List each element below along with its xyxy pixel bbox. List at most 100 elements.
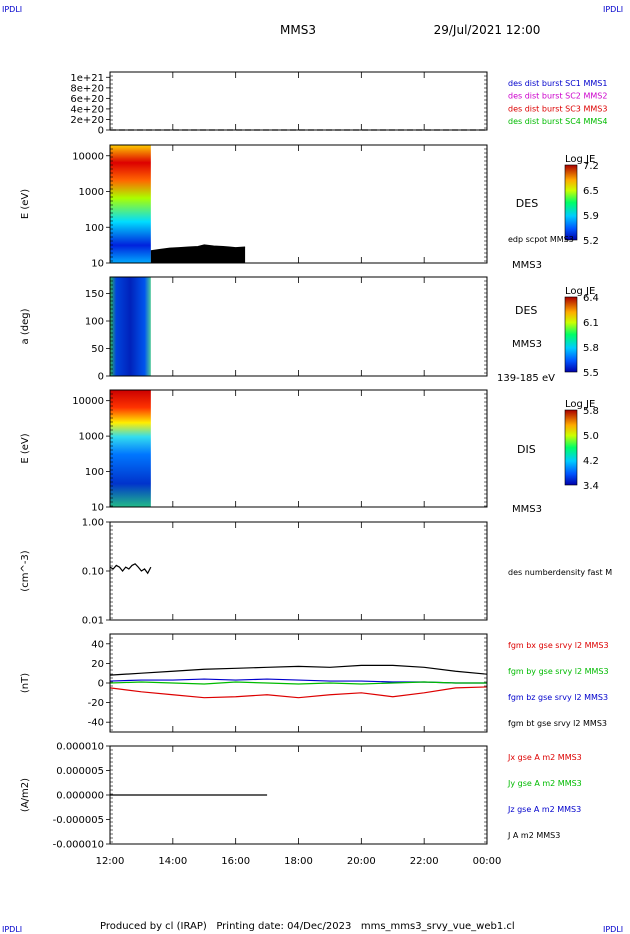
panel-5-y-tick-label: 0.10 <box>82 567 104 578</box>
x-axis-tick-label: 22:00 <box>410 856 439 867</box>
panel-2-y-axis-label: E (eV) <box>20 189 31 219</box>
panel-6-y-tick-label: 40 <box>91 639 104 650</box>
panel-3-y-tick-label: 150 <box>85 289 104 300</box>
panel-7-legend-entry: Jx gse A m2 MMS3 <box>507 753 582 762</box>
x-axis-tick-label: 14:00 <box>158 856 187 867</box>
panel-1-legend-entry: des dist burst SC4 MMS4 <box>508 117 607 126</box>
panel-3-colorbar <box>564 296 578 373</box>
panel-3-y-tick-label: 0 <box>98 372 104 383</box>
panel-4-right-label: DIS <box>517 443 536 456</box>
panel-2-y-tick-label: 100 <box>85 223 104 234</box>
panel-4-frame <box>109 389 488 508</box>
x-axis-tick-label: 00:00 <box>473 856 502 867</box>
panel-2-y-tick-label: 10 <box>91 259 104 270</box>
panel-5-frame <box>109 521 488 621</box>
panel-4-colorbar <box>564 409 578 486</box>
panel-2-spectrogram <box>110 145 151 263</box>
panel-6-series-1-line <box>109 664 488 676</box>
panel-6-legend-entry: fgm bx gse srvy l2 MMS3 <box>508 641 609 650</box>
panel-3-y-axis-label: a (deg) <box>20 308 31 344</box>
panel-1-legend-entry: des dist burst SC3 MMS3 <box>508 104 607 113</box>
panel-6-series-3-line <box>109 681 487 685</box>
panel-6-legend-entry: fgm bz gse srvy l2 MMS3 <box>508 693 608 702</box>
panel-6-y-axis-label: (nT) <box>20 673 31 693</box>
panel-6-legend-entry: fgm bt gse srvy l2 MMS3 <box>508 719 607 728</box>
panel-4-y-tick-label: 1000 <box>79 432 104 443</box>
panel-1-y-tick-label: 0 <box>98 126 104 137</box>
panel-3-colorbar-tick-label: 6.4 <box>583 293 599 304</box>
corner-label-bottom-left: IPDLI <box>2 925 22 934</box>
panel-1-y-tick-label: 4e+20 <box>70 104 104 115</box>
panel-4-right-label: MMS3 <box>512 504 542 515</box>
panel-2-y-tick-label: 1000 <box>79 187 104 198</box>
panel-4-spectrogram <box>110 390 151 507</box>
panel-3-colorbar-title: Log JE <box>565 286 595 297</box>
panel-3-y-tick-label: 50 <box>91 344 104 355</box>
panel-3-right-label: MMS3 <box>512 339 542 350</box>
panel-7-legend-entry: Jy gse A m2 MMS3 <box>507 779 582 788</box>
corner-label-top-left: IPDLI <box>2 5 22 14</box>
panel-7-y-tick-label: 0.000010 <box>56 742 104 753</box>
panel-4-colorbar-title: Log JE <box>565 399 595 410</box>
panel-5-y-axis-label: (cm^-3) <box>20 550 31 591</box>
panel-7-legend-entry: Jz gse A m2 MMS3 <box>507 805 581 814</box>
panel-2-colorbar-title: Log JE <box>565 154 595 165</box>
x-axis-tick-label: 16:00 <box>221 856 250 867</box>
x-axis-tick-label: 12:00 <box>96 856 125 867</box>
panel-4-colorbar-tick-label: 3.4 <box>583 481 599 492</box>
panel-1-legend-entry: des dist burst SC1 MMS1 <box>508 79 607 88</box>
panel-6-series-4-line <box>109 686 488 699</box>
panel-3-frame <box>109 276 488 377</box>
panel-3-y-tick-label: 100 <box>85 317 104 328</box>
panel-6-y-tick-label: -40 <box>88 718 104 729</box>
panel-7-legend-entry: J A m2 MMS3 <box>507 831 560 840</box>
panel-7-y-axis-label: (A/m2) <box>20 778 31 812</box>
panel-5-y-tick-label: 0.01 <box>82 616 104 627</box>
panel-3-spectrogram <box>110 277 151 376</box>
panel-2-right-label: edp scpot MMS3 <box>508 235 574 244</box>
panel-2-right-label: DES <box>516 197 538 210</box>
panel-2-colorbar-tick-label: 7.2 <box>583 161 599 172</box>
panel-5-legend-entry: des numberdensity fast M <box>508 568 612 577</box>
panel-6-y-tick-label: -20 <box>88 698 104 709</box>
panel-1-legend-entry: des dist burst SC2 MMS2 <box>508 92 607 101</box>
panel-3-colorbar-tick-label: 5.5 <box>583 368 599 379</box>
panel-5-series-1-line <box>109 563 152 575</box>
panel-4-colorbar-tick-label: 5.0 <box>583 431 599 442</box>
panel-4-y-axis-label: E (eV) <box>20 433 31 463</box>
corner-label-top-right: IPDLI <box>603 5 623 14</box>
panel-2-right-label: MMS3 <box>512 260 542 271</box>
panel-2-frame <box>109 144 488 264</box>
panel-2-colorbar-tick-label: 5.2 <box>583 236 599 247</box>
panel-1-y-tick-label: 1e+21 <box>70 73 104 84</box>
panel-7-y-tick-label: -0.000005 <box>53 815 104 826</box>
panel-5-y-tick-label: 1.00 <box>82 518 104 529</box>
panel-2-y-tick-label: 10000 <box>72 151 104 162</box>
panel-2-scpot-line <box>150 244 246 252</box>
panel-3-right-label: DES <box>515 304 537 317</box>
panel-6-y-tick-label: 20 <box>91 659 104 670</box>
panel-7-y-tick-label: 0.000000 <box>56 791 104 802</box>
corner-label-bottom-right: IPDLI <box>603 925 623 934</box>
panel-1-y-tick-label: 2e+20 <box>70 115 104 126</box>
panel-4-colorbar-tick-label: 4.2 <box>583 456 599 467</box>
panel-4-y-tick-label: 100 <box>85 467 104 478</box>
panel-4-colorbar-tick-label: 5.8 <box>583 406 599 417</box>
panel-2-colorbar-tick-label: 6.5 <box>583 186 599 197</box>
x-axis-tick-label: 20:00 <box>347 856 376 867</box>
panel-6-y-tick-label: 0 <box>98 679 104 690</box>
panel-4-y-tick-label: 10 <box>91 503 104 514</box>
panel-1-y-tick-label: 6e+20 <box>70 94 104 105</box>
panel-2-colorbar-tick-label: 5.9 <box>583 211 599 222</box>
panel-2-scpot-fill <box>150 244 246 263</box>
panel-2-colorbar <box>564 164 578 241</box>
panel-1-frame <box>109 71 488 131</box>
panel-3-colorbar-tick-label: 5.8 <box>583 343 599 354</box>
panel-4-y-tick-label: 10000 <box>72 396 104 407</box>
panel-7-y-tick-label: 0.000005 <box>56 766 104 777</box>
panel-3-right-label: 139-185 eV <box>497 373 555 384</box>
panel-3-colorbar-tick-label: 6.1 <box>583 318 599 329</box>
spacecraft-title: MMS3 <box>280 23 316 37</box>
